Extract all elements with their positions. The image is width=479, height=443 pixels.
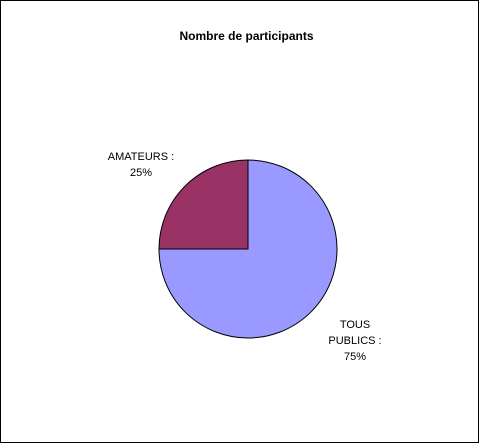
slice-label-line: 25% — [130, 167, 152, 179]
slice-label-amateurs: AMATEURS : 25% — [108, 151, 174, 179]
slice-label-line: TOUS — [340, 319, 370, 331]
pie-slice-amateurs — [158, 159, 249, 250]
chart-title: Nombre de participants — [179, 29, 314, 43]
slice-label-line: 75% — [344, 351, 366, 363]
slice-label-tous-publics: TOUS PUBLICS : 75% — [328, 319, 381, 363]
slice-label-line: PUBLICS : — [328, 335, 381, 347]
slice-label-line: AMATEURS : — [108, 151, 174, 163]
